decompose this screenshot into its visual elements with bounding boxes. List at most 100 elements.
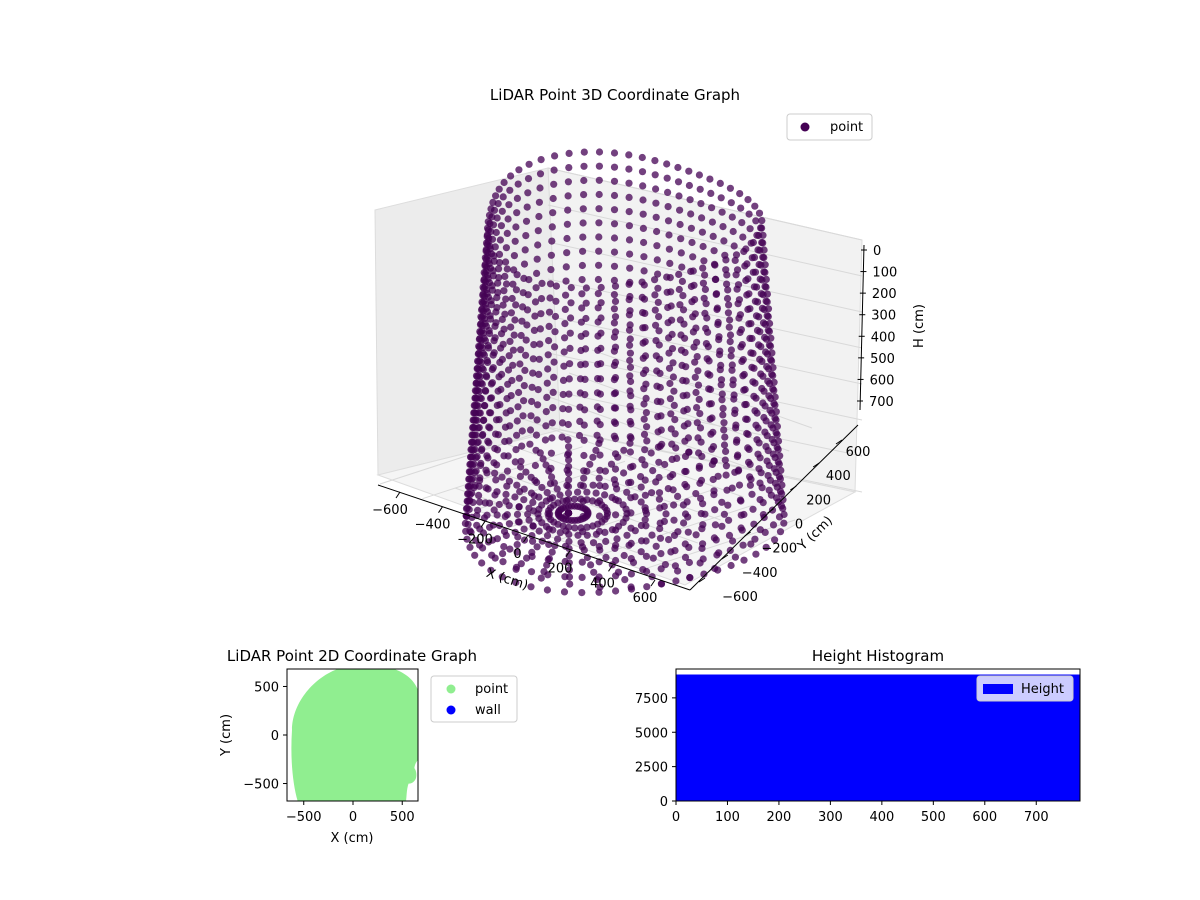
point-3d	[500, 543, 508, 551]
point-3d	[486, 312, 494, 320]
point-3d	[685, 558, 694, 567]
point-3d	[754, 450, 762, 458]
point-3d	[564, 509, 573, 517]
point-3d	[464, 520, 472, 528]
point-3d	[679, 392, 687, 400]
point-3d	[700, 570, 708, 578]
point-3d	[620, 469, 628, 477]
point-3d	[582, 284, 591, 292]
point-3d	[648, 573, 656, 581]
point-3d	[722, 447, 730, 455]
point-3d	[560, 362, 568, 370]
point-3d	[626, 417, 634, 426]
point-3d	[722, 266, 730, 274]
points-2d-area	[291, 669, 418, 801]
point-3d	[652, 478, 660, 486]
point-3d	[542, 523, 551, 531]
point-3d	[484, 454, 492, 462]
point-3d	[483, 253, 491, 261]
point-3d	[522, 336, 530, 344]
point-3d	[727, 352, 735, 360]
point-3d	[484, 538, 493, 546]
legend-3d: point	[786, 113, 873, 141]
point-cloud-2d	[291, 669, 418, 801]
point-3d	[707, 189, 715, 197]
point-3d	[558, 433, 566, 441]
point-3d	[574, 531, 582, 539]
point-3d	[765, 486, 773, 494]
point-3d	[535, 212, 543, 221]
point-3d	[677, 249, 685, 257]
point-3d	[675, 285, 683, 294]
point-3d	[611, 544, 619, 553]
point-3d	[543, 379, 551, 387]
point-3d	[556, 529, 564, 537]
point-3d	[511, 316, 519, 324]
point-3d	[641, 516, 649, 524]
point-3d	[485, 211, 494, 219]
point-3d	[769, 385, 777, 393]
point-3d	[492, 192, 500, 200]
point-3d	[477, 342, 485, 350]
point-3d	[768, 435, 776, 444]
point-3d	[592, 489, 600, 497]
point-3d	[679, 376, 687, 385]
point-3d	[505, 201, 513, 209]
x-tick-label-hist: 500	[921, 810, 946, 825]
point-3d	[688, 238, 696, 247]
point-3d	[545, 467, 553, 475]
point-3d	[772, 408, 780, 416]
point-3d	[563, 234, 571, 243]
x-tick	[650, 579, 656, 587]
point-3d	[513, 209, 521, 217]
x-tick	[480, 521, 486, 528]
point-3d	[528, 397, 536, 406]
point-3d	[715, 351, 724, 359]
point-3d	[471, 551, 479, 559]
point-3d	[595, 512, 604, 520]
point-3d	[537, 310, 545, 318]
point-3d	[771, 393, 779, 401]
point-3d	[530, 326, 539, 334]
point-3d	[652, 213, 660, 221]
point-3d	[674, 567, 682, 575]
point-3d	[728, 213, 736, 221]
point-3d	[471, 416, 480, 424]
point-3d	[763, 457, 771, 465]
point-3d	[771, 536, 779, 544]
point-3d	[664, 485, 672, 493]
point-3d	[681, 467, 689, 476]
point-3d	[653, 382, 661, 390]
point-3d	[564, 178, 573, 186]
point-3d	[631, 527, 639, 535]
point-3d	[501, 272, 509, 280]
chart-3d-title: LiDAR Point 3D Coordinate Graph	[490, 86, 740, 104]
point-3d	[487, 566, 495, 574]
point-3d	[597, 344, 605, 352]
point-3d	[559, 405, 567, 413]
point-3d	[512, 223, 520, 231]
y-tick-label: 400	[826, 469, 851, 484]
point-3d	[579, 247, 587, 255]
point-3d	[768, 370, 776, 378]
point-3d	[637, 521, 646, 530]
point-3d	[552, 282, 561, 290]
point-3d	[714, 472, 722, 480]
point-3d	[730, 395, 738, 403]
point-3d	[529, 369, 537, 377]
point-3d	[705, 400, 714, 408]
point-3d	[567, 314, 575, 322]
point-3d	[581, 345, 590, 353]
point-3d	[520, 260, 529, 268]
point-3d	[484, 218, 492, 226]
point-3d	[640, 267, 648, 275]
point-3d	[681, 437, 689, 445]
point-3d	[515, 503, 523, 511]
point-3d	[463, 535, 471, 543]
point-3d	[546, 294, 554, 302]
point-3d	[611, 328, 620, 336]
point-3d	[611, 404, 620, 412]
point-3d	[691, 358, 699, 366]
point-3d	[484, 275, 492, 283]
